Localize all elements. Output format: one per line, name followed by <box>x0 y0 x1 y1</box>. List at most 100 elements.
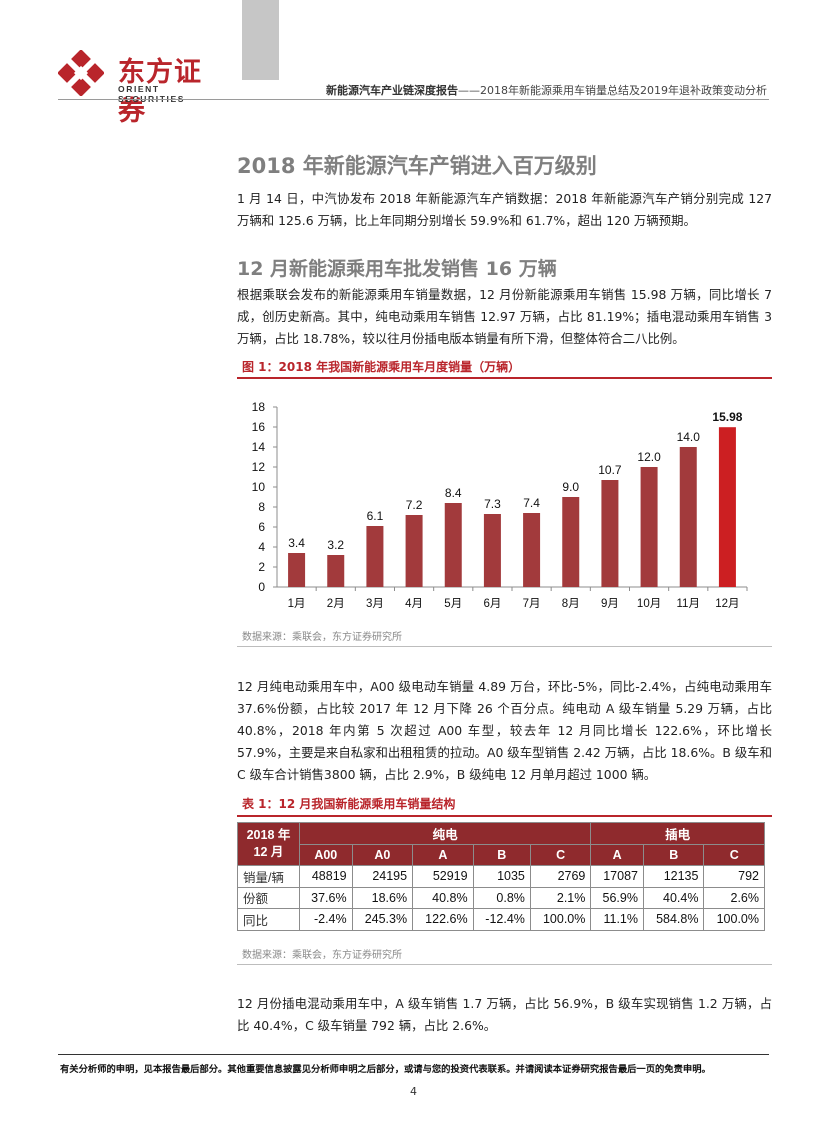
report-header: 新能源汽车产业链深度报告——2018年新能源乘用车销量总结及2019年退补政策变… <box>326 82 767 98</box>
table-title: 表 1：12 月我国新能源乘用车销量结构 <box>242 797 456 811</box>
table-column-header: A <box>590 843 644 866</box>
chart-data-label: 6.1 <box>367 509 384 523</box>
chart-bar <box>483 514 501 587</box>
table-group-bev: 纯电 <box>298 822 592 845</box>
chart-y-tick-label: 14 <box>252 440 266 454</box>
figure-title: 图 1：2018 年我国新能源乘用车月度销量（万辆） <box>242 360 521 374</box>
chart-bar <box>601 480 619 587</box>
table-cell: 40.4% <box>642 886 705 909</box>
orient-securities-logo-icon <box>58 50 104 96</box>
header-divider <box>58 99 769 100</box>
chart-data-label: 9.0 <box>562 480 579 494</box>
table-cell: 37.6% <box>299 886 353 909</box>
chart-x-tick-label: 1月 <box>288 598 306 610</box>
chart-x-tick-label: 10月 <box>637 598 661 610</box>
table-column-header: C <box>529 843 592 866</box>
chart-y-tick-label: 6 <box>258 520 265 534</box>
table-title-underline <box>237 815 772 817</box>
figure-title-underline <box>237 377 772 379</box>
section-paragraph-phev-structure: 12 月份插电混动乘用车中，A 级车销售 1.7 万辆，占比 56.9%，B 级… <box>237 996 772 1033</box>
table-cell: 2769 <box>529 865 592 888</box>
table-column-header: A0 <box>351 843 414 866</box>
table-header-row-classes: A00 A0 A B C A B C <box>238 843 765 866</box>
table-cell: 1035 <box>472 865 531 888</box>
table-header-row-groups: 2018 年 12 月 纯电 插电 <box>237 822 765 866</box>
chart-x-tick-label: 5月 <box>444 598 462 610</box>
table-cell: 11.1% <box>590 908 644 931</box>
table-cell: 40.8% <box>412 886 474 909</box>
chart-bar <box>405 515 423 587</box>
table-column-header: B <box>472 843 531 866</box>
chart-data-label: 3.2 <box>327 538 344 552</box>
section-paragraph-december-sales: 根据乘联会发布的新能源乘用车销量数据，12 月份新能源乘用车销售 15.98 万… <box>237 287 772 346</box>
section-heading-production-sales: 2018 年新能源汽车产销进入百万级别 <box>237 154 597 178</box>
table-row-label: 同比 <box>237 908 300 931</box>
chart-y-tick-label: 18 <box>252 400 266 414</box>
chart-y-tick-label: 8 <box>258 500 265 514</box>
report-subtitle: ——2018年新能源乘用车销量总结及2019年退补政策变动分析 <box>458 84 767 97</box>
table-cell: 100.0% <box>703 908 765 931</box>
chart-x-tick-label: 12月 <box>715 598 739 610</box>
chart-data-label: 15.98 <box>712 410 742 424</box>
table-source: 数据来源：乘联会，东方证券研究所 <box>242 950 402 961</box>
section-heading-december-sales: 12 月新能源乘用车批发销售 16 万辆 <box>237 258 557 280</box>
chart-bar <box>444 503 462 587</box>
chart-x-tick-label: 11月 <box>677 598 700 610</box>
chart-bar <box>366 526 384 587</box>
chart-bar <box>679 447 697 587</box>
chart-data-label: 7.3 <box>484 497 501 511</box>
header-gray-block <box>242 0 279 80</box>
chart-x-tick-label: 9月 <box>601 598 619 610</box>
table-column-header: A <box>412 843 474 866</box>
figure-source: 数据来源：乘联会，东方证券研究所 <box>242 632 402 643</box>
figure-source-divider <box>237 646 772 647</box>
company-logo: 东方证券 ORIENT SECURITIES <box>58 48 228 127</box>
chart-data-label: 7.2 <box>406 498 423 512</box>
table-group-phev: 插电 <box>590 822 765 845</box>
table-cell: 2.6% <box>703 886 765 909</box>
table-cell: 12135 <box>642 865 705 888</box>
table-cell: 245.3% <box>351 908 414 931</box>
chart-bar <box>523 513 541 587</box>
table-cell: 100.0% <box>529 908 592 931</box>
chart-bar <box>640 467 658 587</box>
report-title: 新能源汽车产业链深度报告 <box>326 84 458 97</box>
chart-y-tick-label: 12 <box>252 460 266 474</box>
table-cell: 52919 <box>412 865 474 888</box>
chart-data-label: 3.4 <box>288 536 305 550</box>
table-row: 销量/辆 48819 24195 52919 1035 2769 17087 12135 792 <box>237 865 765 888</box>
chart-x-tick-label: 2月 <box>327 598 345 610</box>
chart-x-tick-label: 4月 <box>405 598 423 610</box>
chart-bar <box>288 553 306 587</box>
chart-data-label: 10.7 <box>598 463 622 477</box>
table-row-label: 销量/辆 <box>237 865 300 888</box>
table-cell: -2.4% <box>299 908 353 931</box>
footer-divider <box>58 1054 769 1055</box>
section-paragraph-production-sales: 1 月 14 日，中汽协发布 2018 年新能源汽车产销数据：2018 年新能源… <box>237 191 772 228</box>
table-body: 销量/辆 48819 24195 52919 1035 2769 17087 12135 792… <box>237 865 765 931</box>
table-cell: 56.9% <box>590 886 644 909</box>
table-cell: 122.6% <box>412 908 474 931</box>
chart-bar <box>327 555 345 587</box>
chart-y-tick-label: 4 <box>258 540 265 554</box>
chart-y-tick-label: 16 <box>252 420 266 434</box>
chart-x-tick-label: 6月 <box>483 598 501 610</box>
table-corner-year: 2018 年 <box>246 828 291 842</box>
table-row: 份额 37.6% 18.6% 40.8% 0.8% 2.1% 56.9% 40.4% 2.6% <box>237 886 765 909</box>
chart-data-label: 8.4 <box>445 486 462 500</box>
table-cell: 792 <box>703 865 765 888</box>
table-cell: 48819 <box>299 865 353 888</box>
table-corner-month: 12 月 <box>253 845 284 859</box>
table-cell: 17087 <box>590 865 644 888</box>
chart-x-tick-label: 7月 <box>523 598 541 610</box>
table-column-header: C <box>703 843 765 866</box>
chart-data-label: 7.4 <box>523 496 540 510</box>
section-paragraph-bev-structure: 12 月纯电动乘用车中，A00 级电动车销量 4.89 万台，环比-5%，同比-… <box>237 679 772 782</box>
table-cell: -12.4% <box>472 908 531 931</box>
table-corner-header: 2018 年 12 月 <box>237 822 300 866</box>
chart-data-label: 12.0 <box>637 450 661 464</box>
table-column-header: B <box>642 843 705 866</box>
chart-x-tick-label: 3月 <box>366 598 384 610</box>
chart-bar <box>718 427 736 587</box>
footer-disclaimer: 有关分析师的申明，见本报告最后部分。其他重要信息披露见分析师申明之后部分，或请与… <box>60 1064 711 1075</box>
